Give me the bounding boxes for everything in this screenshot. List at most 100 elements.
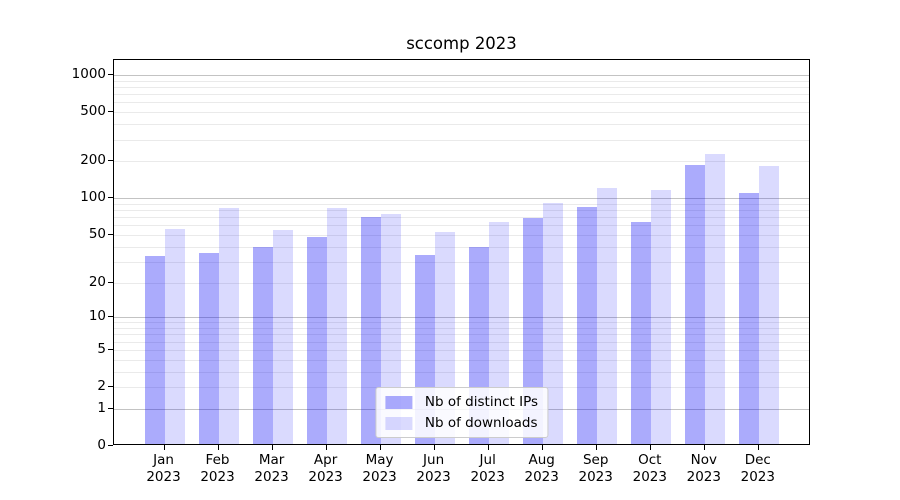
gridline-8 [114, 328, 809, 329]
gridline-20 [114, 282, 809, 284]
x-tick-label-may: May 2023 [362, 452, 397, 485]
x-tick-mark-dec [757, 445, 760, 450]
bar-downloads-feb [218, 208, 239, 444]
y-tick-label-50: 50 [88, 225, 106, 242]
gridline-10 [114, 317, 809, 319]
gridline-70 [114, 217, 809, 219]
y-tick-label-1000: 1000 [71, 66, 106, 82]
y-tick-mark-0 [108, 445, 113, 447]
x-tick-mark-jun [433, 445, 435, 450]
y-tick-label-200: 200 [80, 152, 106, 169]
gridline-200 [114, 161, 809, 163]
y-tick-mark-100 [108, 197, 113, 199]
x-tick-mark-nov [703, 445, 706, 450]
gridline-100 [114, 198, 809, 200]
gridline-50 [114, 234, 809, 236]
legend-item-distinct-ips: Nb of distinct IPs [384, 394, 539, 410]
gridline-3 [114, 371, 809, 373]
y-tick-mark-2 [108, 386, 113, 388]
bar-downloads-aug [542, 203, 563, 444]
y-tick-label-20: 20 [88, 273, 106, 290]
x-tick-mark-sep [595, 445, 597, 450]
legend-label-downloads: Nb of downloads [424, 415, 538, 431]
bar-downloads-mar [272, 229, 293, 444]
y-tick-mark-1 [108, 407, 113, 410]
x-tick-mark-aug [541, 445, 543, 450]
gridline-9 [114, 322, 809, 324]
y-tick-label-2: 2 [97, 378, 106, 394]
x-tick-mark-feb [217, 445, 219, 450]
x-tick-label-aug: Aug 2023 [524, 452, 559, 485]
gridline-40 [114, 246, 809, 248]
gridline-80 [114, 210, 809, 211]
y-tick-mark-200 [108, 160, 113, 162]
gridline-1000 [114, 75, 809, 76]
gridline-5 [114, 349, 809, 351]
y-tick-mark-50 [108, 233, 113, 236]
y-tick-mark-5 [108, 348, 113, 351]
x-tick-label-jul: Jul 2023 [470, 452, 505, 485]
legend-item-downloads: Nb of downloads [384, 415, 538, 431]
x-tick-mark-may [379, 445, 381, 450]
legend-label-distinct-ips: Nb of distinct IPs [424, 394, 539, 410]
x-tick-mark-jul [487, 445, 489, 450]
y-tick-label-100: 100 [80, 189, 106, 206]
bar-downloads-apr [326, 208, 347, 444]
bar-ips-sep [576, 207, 597, 444]
y-tick-mark-20 [108, 281, 113, 283]
bar-downloads-dec [758, 166, 779, 444]
gridline-60 [114, 225, 809, 227]
bar-ips-feb [198, 253, 219, 444]
bar-ips-oct [630, 221, 651, 444]
x-tick-label-feb: Feb 2023 [200, 452, 235, 485]
y-tick-label-500: 500 [80, 103, 106, 120]
gridline-900 [114, 80, 809, 82]
gridline-4 [114, 359, 809, 361]
x-tick-label-dec: Dec 2023 [740, 452, 775, 485]
y-tick-label-1: 1 [97, 399, 106, 416]
x-tick-mark-oct [649, 445, 652, 450]
y-tick-label-0: 0 [97, 437, 106, 453]
y-tick-mark-500 [108, 111, 113, 113]
x-tick-label-jun: Jun 2023 [416, 452, 451, 485]
x-tick-label-jan: Jan 2023 [146, 452, 181, 485]
bar-downloads-may [380, 213, 401, 444]
gridline-800 [114, 87, 809, 88]
x-tick-mark-apr [325, 445, 327, 450]
gridline-300 [114, 139, 809, 141]
bar-downloads-jan [164, 228, 185, 444]
gridline-600 [114, 102, 809, 104]
bar-ips-dec [738, 192, 759, 444]
bar-downloads-nov [704, 154, 725, 444]
bar-downloads-sep [596, 188, 617, 444]
chart-title: sccomp 2023 [406, 34, 517, 53]
x-tick-label-apr: Apr 2023 [308, 452, 343, 485]
gridline-400 [114, 124, 809, 126]
gridline-700 [114, 94, 809, 96]
x-tick-label-mar: Mar 2023 [254, 452, 289, 485]
y-tick-label-5: 5 [97, 340, 106, 357]
bar-ips-nov [684, 164, 705, 444]
x-tick-mark-mar [271, 445, 273, 450]
plot-area: Nb of distinct IPs Nb of downloads [113, 59, 810, 445]
x-tick-label-sep: Sep 2023 [578, 452, 613, 485]
x-tick-label-oct: Oct 2023 [632, 452, 667, 485]
legend-swatch-distinct-ips [384, 395, 412, 409]
legend: Nb of distinct IPs Nb of downloads [374, 387, 549, 438]
y-tick-mark-10 [108, 316, 113, 318]
gridline-500 [114, 112, 809, 114]
gridline-7 [114, 334, 809, 336]
x-tick-mark-jan [163, 445, 165, 450]
gridline-30 [114, 261, 809, 263]
bar-ips-mar [252, 247, 273, 444]
x-tick-label-nov: Nov 2023 [686, 452, 721, 485]
legend-swatch-downloads [384, 416, 412, 430]
gridline-90 [114, 203, 809, 205]
bar-ips-jan [144, 256, 165, 444]
y-tick-label-10: 10 [88, 308, 106, 325]
bar-ips-apr [306, 237, 327, 444]
bar-downloads-oct [650, 189, 671, 444]
y-tick-mark-1000 [108, 74, 113, 76]
gridline-6 [114, 341, 809, 343]
